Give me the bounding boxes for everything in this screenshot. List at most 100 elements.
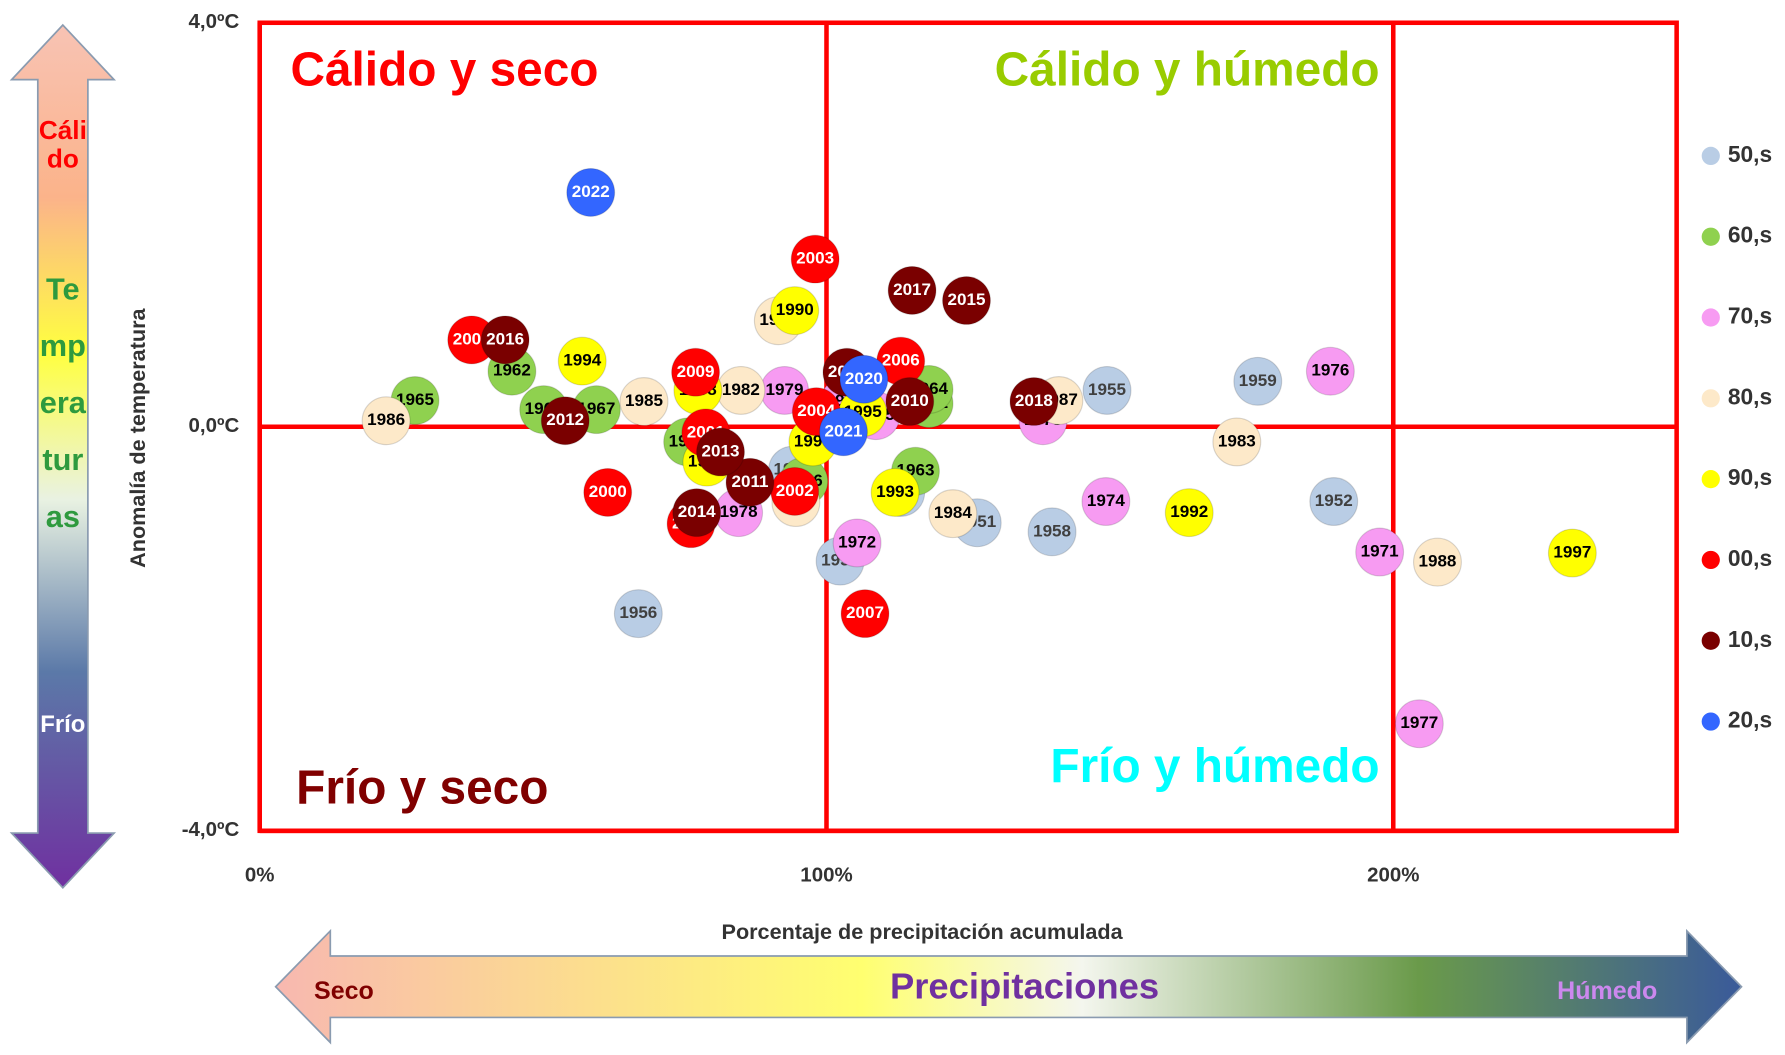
bubble-label: 2009 (677, 362, 715, 381)
bubble (887, 265, 937, 315)
bubble (839, 354, 889, 404)
bubble-label: 1993 (876, 482, 914, 501)
bubble-label: 2016 (486, 329, 524, 348)
bubble (1212, 417, 1262, 467)
bubble (540, 396, 590, 446)
bubble-label: 1978 (720, 502, 758, 521)
bubble (1355, 527, 1405, 577)
bubble-label: 1976 (1311, 361, 1349, 380)
bubble (1394, 699, 1444, 749)
bubble-label: 1992 (1170, 502, 1208, 521)
bubble-label: 2006 (882, 351, 920, 370)
bubble (885, 377, 935, 426)
legend-label: 60,s (1728, 222, 1772, 248)
bubble (672, 488, 722, 538)
bubble (361, 396, 411, 446)
y-tick-label: 0,0ºC (189, 414, 240, 437)
legend-label: 50,s (1728, 141, 1772, 167)
bubble-label: 2014 (678, 502, 716, 521)
bubble (770, 286, 820, 336)
y-axis-label: Anomalía de temperatura (125, 307, 150, 567)
bubble (671, 347, 721, 397)
bubble-label: 1977 (1400, 713, 1438, 732)
bubble-label: 1982 (722, 380, 760, 399)
bubble (840, 589, 890, 639)
bubble-label: 2010 (891, 391, 929, 410)
wet-label: Húmedo (1557, 977, 1657, 1005)
x-axis-label: Porcentaje de precipitación acumulada (722, 919, 1124, 944)
bubble-label: 1962 (493, 361, 531, 380)
bubble-label: 1986 (367, 410, 405, 429)
cold-label: Frío (40, 711, 86, 738)
quadrant-label: Cálido y seco (290, 43, 598, 96)
bubble (619, 377, 669, 426)
bubble-label: 1972 (838, 532, 876, 551)
precipitation-arrow (274, 928, 1743, 1045)
bubble-label: 2015 (947, 290, 985, 309)
bubble (725, 457, 775, 507)
bubble (1547, 528, 1597, 578)
bubble-label: 1956 (619, 603, 657, 622)
warm-label: Cálido (38, 116, 87, 173)
bubble-label: 1990 (776, 300, 814, 319)
bubble-label: 1983 (1218, 431, 1256, 450)
quadrant-label: Frío y seco (296, 762, 548, 815)
legend-label: 80,s (1728, 383, 1772, 409)
quadrant-label: Cálido y húmedo (995, 43, 1380, 96)
dry-label: Seco (314, 977, 374, 1005)
bubble-label: 1952 (1315, 491, 1353, 510)
temperature-label: Temperaturas (39, 272, 86, 534)
bubble-label: 1965 (396, 390, 434, 409)
bubble (928, 489, 978, 539)
bubble (583, 467, 633, 517)
bubble-label: 1985 (625, 391, 663, 410)
bubble-label: 1979 (766, 380, 804, 399)
bubble (1412, 537, 1462, 587)
legend-marker (1701, 389, 1720, 408)
legend-label: 70,s (1728, 303, 1772, 329)
bubble (942, 276, 991, 325)
bubble (480, 315, 530, 365)
bubble (696, 427, 745, 477)
legend-marker (1701, 631, 1720, 650)
legend-label: 00,s (1728, 545, 1772, 571)
y-tick-label: 4,0ºC (189, 10, 240, 33)
bubble-label: 1984 (934, 503, 972, 522)
y-tick-label: -4,0ºC (182, 818, 240, 841)
bubble-label: 2012 (546, 410, 584, 429)
legend-marker (1701, 712, 1720, 731)
bubble-label: 1974 (1087, 491, 1125, 510)
cold-label-box: Frío (40, 711, 86, 738)
bubble-label: 1955 (1088, 380, 1126, 399)
legend-label: 90,s (1728, 464, 1772, 490)
precipitation-label: Precipitaciones (890, 966, 1159, 1007)
legend-marker (1701, 470, 1720, 489)
bubble (832, 518, 882, 568)
bubble (1009, 377, 1059, 426)
bubble (870, 467, 920, 517)
bubble-label: 2022 (572, 182, 610, 201)
bubble-label: 2011 (731, 472, 769, 491)
temperature-arrow (9, 23, 117, 889)
bubble-label: 1958 (1033, 521, 1071, 540)
bubble (1164, 488, 1214, 538)
bubble (790, 234, 840, 284)
bubble-label: 1959 (1239, 371, 1277, 390)
bubble-label: 2007 (846, 603, 884, 622)
bubble-label: 2020 (845, 369, 883, 388)
bubble (1082, 365, 1132, 415)
bubble-label: 2003 (796, 249, 834, 268)
legend-label: 20,s (1728, 707, 1772, 733)
bubble (566, 167, 616, 217)
bubble (1081, 477, 1131, 526)
bubble-label: 1988 (1418, 552, 1456, 571)
x-tick-label: 200% (1367, 864, 1419, 887)
bubble-label: 1971 (1361, 542, 1399, 561)
temperature-label-box: Temperaturas (39, 272, 86, 534)
bubble-label: 2013 (702, 442, 740, 461)
bubble (1027, 507, 1077, 557)
bubble-label: 1994 (563, 351, 601, 370)
bubble-label: 1997 (1553, 543, 1591, 562)
